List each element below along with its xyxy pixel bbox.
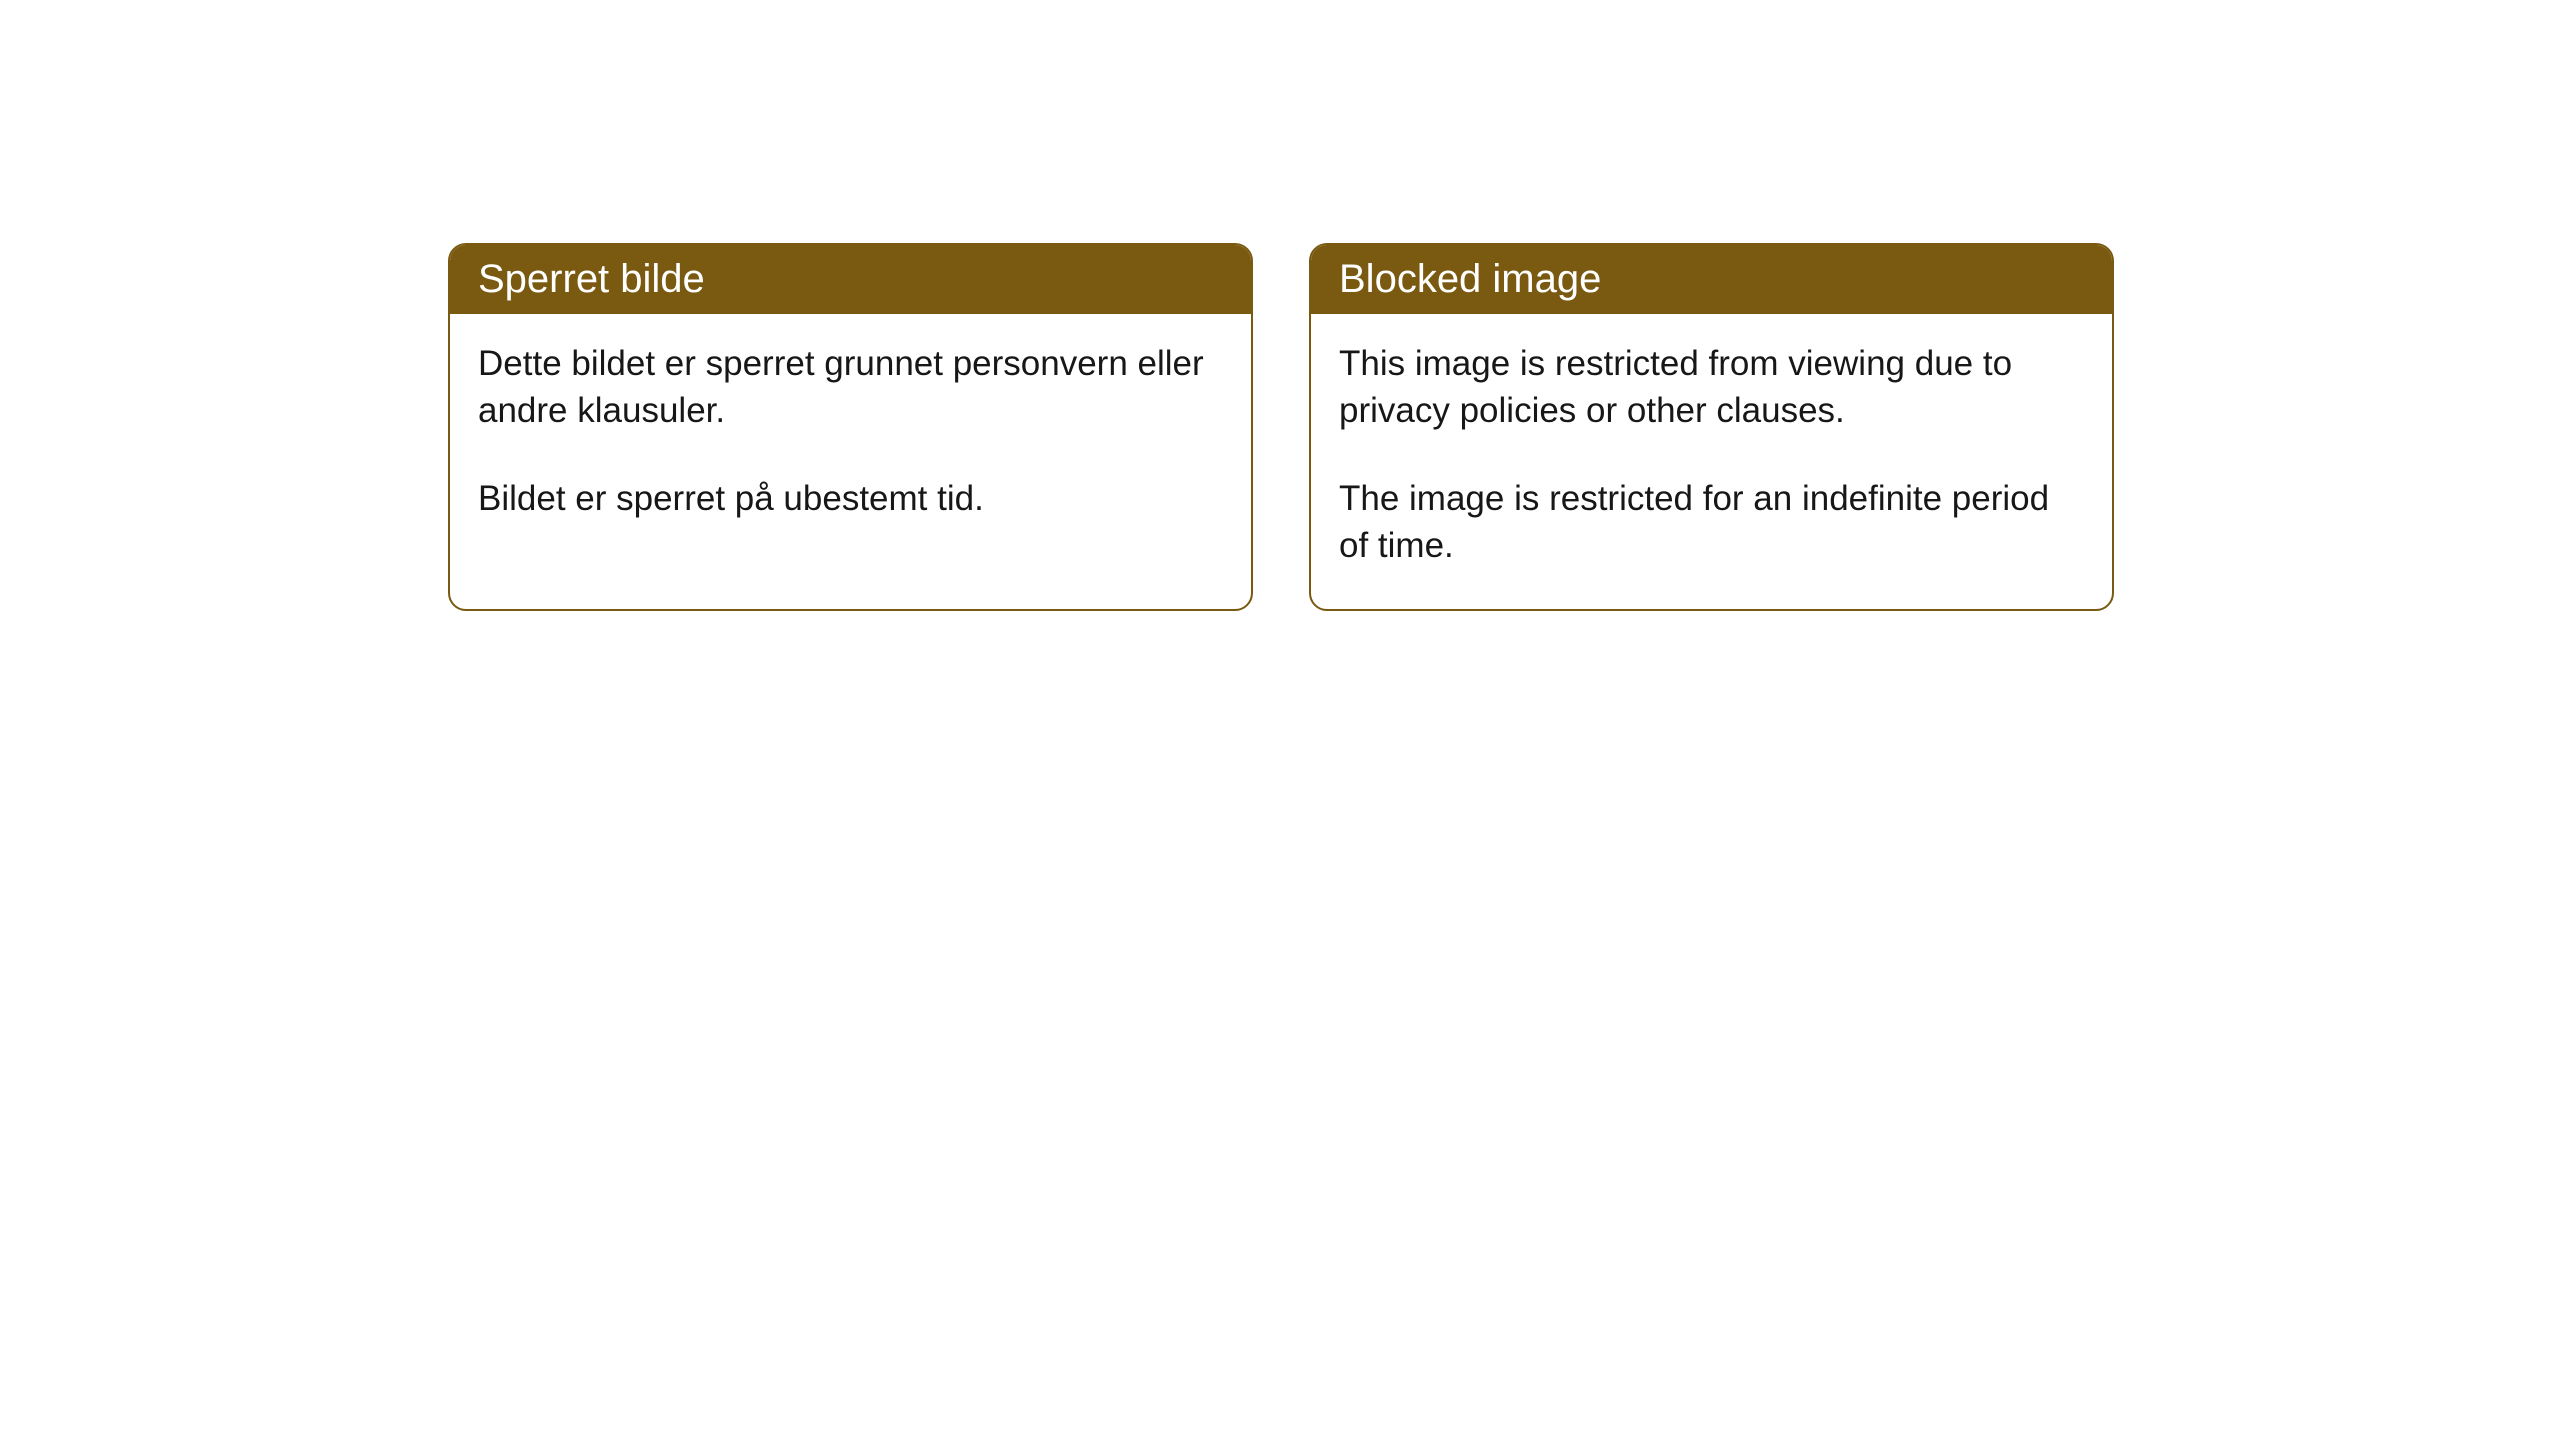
card-body-no: Dette bildet er sperret grunnet personve… [450, 314, 1251, 562]
card-english: Blocked image This image is restricted f… [1309, 243, 2114, 611]
card-norwegian: Sperret bilde Dette bildet er sperret gr… [448, 243, 1253, 611]
card-title-en: Blocked image [1339, 257, 1601, 301]
card-header-en: Blocked image [1311, 245, 2112, 314]
card-paragraph-no-2: Bildet er sperret på ubestemt tid. [478, 475, 1223, 522]
card-paragraph-en-2: The image is restricted for an indefinit… [1339, 475, 2084, 570]
card-header-no: Sperret bilde [450, 245, 1251, 314]
card-paragraph-no-1: Dette bildet er sperret grunnet personve… [478, 340, 1223, 435]
cards-container: Sperret bilde Dette bildet er sperret gr… [448, 243, 2114, 611]
card-body-en: This image is restricted from viewing du… [1311, 314, 2112, 609]
card-paragraph-en-1: This image is restricted from viewing du… [1339, 340, 2084, 435]
card-title-no: Sperret bilde [478, 257, 705, 301]
